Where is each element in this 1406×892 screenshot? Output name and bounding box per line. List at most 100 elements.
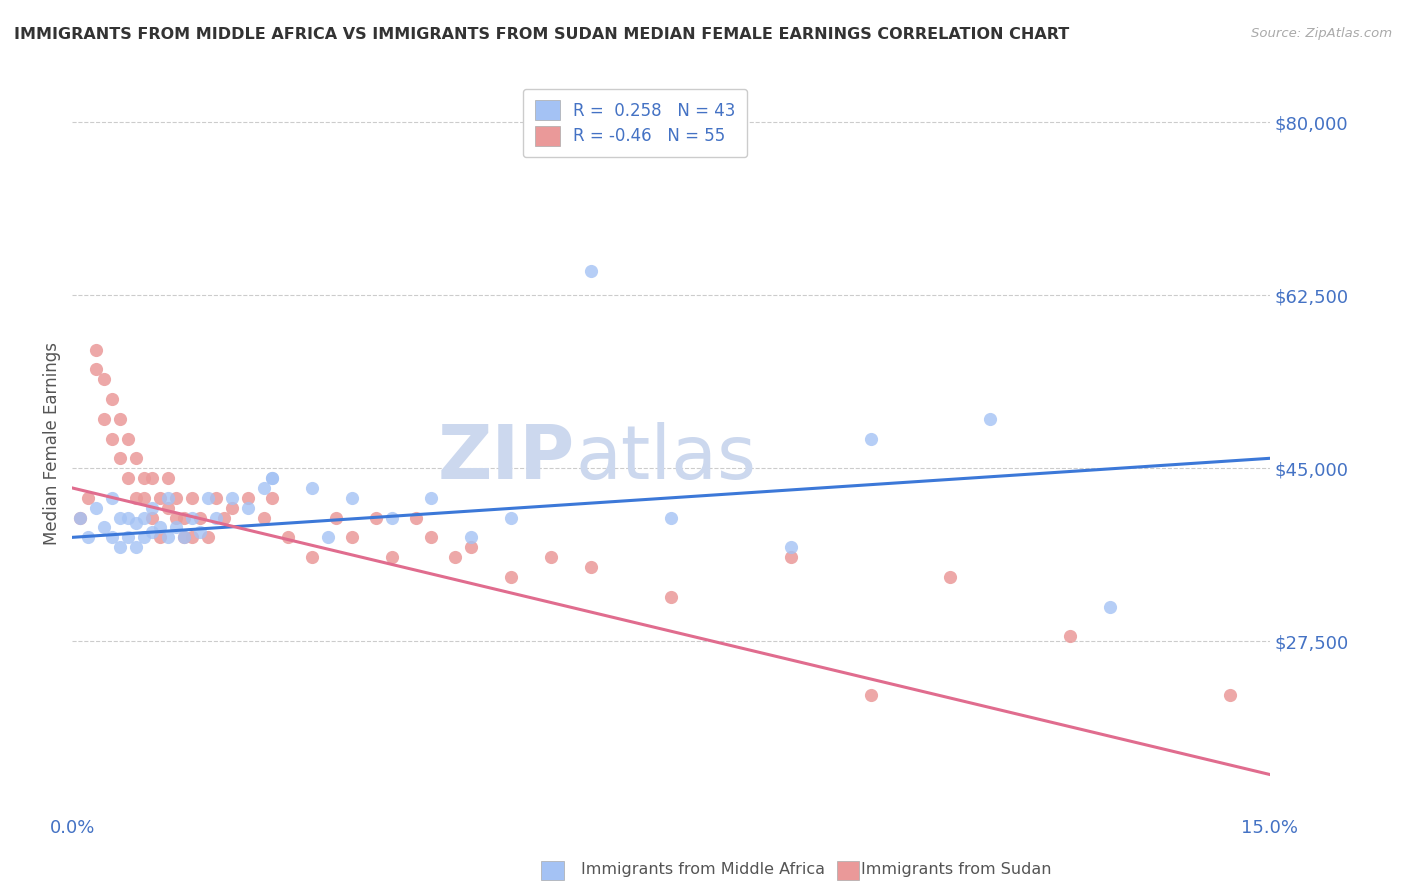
Point bbox=[316, 530, 339, 544]
Text: Immigrants from Sudan: Immigrants from Sudan bbox=[860, 863, 1052, 877]
Legend: R =  0.258   N = 43, R = -0.46   N = 55: R = 0.258 N = 43, R = -0.46 N = 55 bbox=[523, 88, 747, 157]
Point bbox=[340, 530, 363, 544]
Point bbox=[173, 510, 195, 524]
Point bbox=[579, 263, 602, 277]
Point bbox=[125, 516, 148, 530]
Point bbox=[1099, 599, 1122, 614]
Point bbox=[659, 510, 682, 524]
Point bbox=[141, 471, 163, 485]
Text: Source: ZipAtlas.com: Source: ZipAtlas.com bbox=[1251, 27, 1392, 40]
Y-axis label: Median Female Earnings: Median Female Earnings bbox=[44, 342, 60, 545]
Point bbox=[939, 570, 962, 584]
Point bbox=[77, 491, 100, 505]
Point bbox=[236, 500, 259, 515]
Point bbox=[132, 510, 155, 524]
Point bbox=[101, 491, 124, 505]
Point bbox=[117, 530, 139, 544]
Point bbox=[260, 491, 283, 505]
Point bbox=[165, 491, 187, 505]
Point bbox=[420, 491, 443, 505]
Point bbox=[260, 471, 283, 485]
Text: ZIP: ZIP bbox=[437, 422, 575, 495]
Point bbox=[253, 510, 276, 524]
Point bbox=[460, 540, 482, 554]
Point bbox=[501, 510, 523, 524]
Point bbox=[108, 540, 131, 554]
Point bbox=[125, 491, 148, 505]
Point bbox=[236, 491, 259, 505]
Point bbox=[325, 510, 347, 524]
Point bbox=[157, 471, 180, 485]
Point bbox=[1059, 629, 1081, 643]
Point bbox=[859, 432, 882, 446]
Point bbox=[444, 550, 467, 565]
Point bbox=[173, 530, 195, 544]
Point bbox=[117, 471, 139, 485]
Text: Immigrants from Middle Africa: Immigrants from Middle Africa bbox=[581, 863, 825, 877]
Point bbox=[460, 530, 482, 544]
Point bbox=[125, 540, 148, 554]
Point bbox=[205, 510, 228, 524]
Point bbox=[173, 530, 195, 544]
Point bbox=[301, 481, 323, 495]
Text: atlas: atlas bbox=[575, 422, 756, 495]
Point bbox=[779, 550, 801, 565]
Point bbox=[125, 451, 148, 466]
Point bbox=[540, 550, 562, 565]
Point bbox=[221, 500, 243, 515]
Point bbox=[93, 372, 115, 386]
Point bbox=[340, 491, 363, 505]
Point bbox=[260, 471, 283, 485]
Point bbox=[420, 530, 443, 544]
Point bbox=[132, 491, 155, 505]
Point bbox=[117, 510, 139, 524]
Point bbox=[181, 510, 204, 524]
Point bbox=[117, 432, 139, 446]
Point bbox=[380, 510, 402, 524]
Point bbox=[84, 343, 107, 357]
Point bbox=[69, 510, 91, 524]
Point bbox=[141, 525, 163, 540]
Point bbox=[141, 500, 163, 515]
Point bbox=[659, 590, 682, 604]
Point bbox=[212, 510, 235, 524]
Point bbox=[859, 689, 882, 703]
Point bbox=[141, 510, 163, 524]
Point bbox=[165, 510, 187, 524]
Point bbox=[84, 362, 107, 376]
Point bbox=[197, 530, 219, 544]
Point bbox=[579, 560, 602, 574]
Point bbox=[69, 510, 91, 524]
Point bbox=[181, 491, 204, 505]
Point bbox=[188, 525, 211, 540]
Point bbox=[101, 392, 124, 406]
Point bbox=[101, 432, 124, 446]
Text: IMMIGRANTS FROM MIDDLE AFRICA VS IMMIGRANTS FROM SUDAN MEDIAN FEMALE EARNINGS CO: IMMIGRANTS FROM MIDDLE AFRICA VS IMMIGRA… bbox=[14, 27, 1070, 42]
Point bbox=[779, 540, 801, 554]
Point bbox=[149, 520, 172, 534]
Point bbox=[93, 520, 115, 534]
Point bbox=[165, 520, 187, 534]
Point bbox=[149, 530, 172, 544]
Point bbox=[157, 530, 180, 544]
Point bbox=[84, 500, 107, 515]
Point bbox=[181, 530, 204, 544]
Point bbox=[221, 491, 243, 505]
Point bbox=[157, 491, 180, 505]
Point bbox=[979, 411, 1001, 425]
Point bbox=[77, 530, 100, 544]
Point bbox=[108, 451, 131, 466]
Point bbox=[101, 530, 124, 544]
Point bbox=[93, 411, 115, 425]
Point bbox=[108, 510, 131, 524]
Point bbox=[205, 491, 228, 505]
Point bbox=[132, 471, 155, 485]
Point bbox=[301, 550, 323, 565]
Point bbox=[380, 550, 402, 565]
Point bbox=[108, 411, 131, 425]
Point bbox=[157, 500, 180, 515]
Point bbox=[1219, 689, 1241, 703]
Point bbox=[149, 491, 172, 505]
Point bbox=[188, 510, 211, 524]
Point bbox=[501, 570, 523, 584]
